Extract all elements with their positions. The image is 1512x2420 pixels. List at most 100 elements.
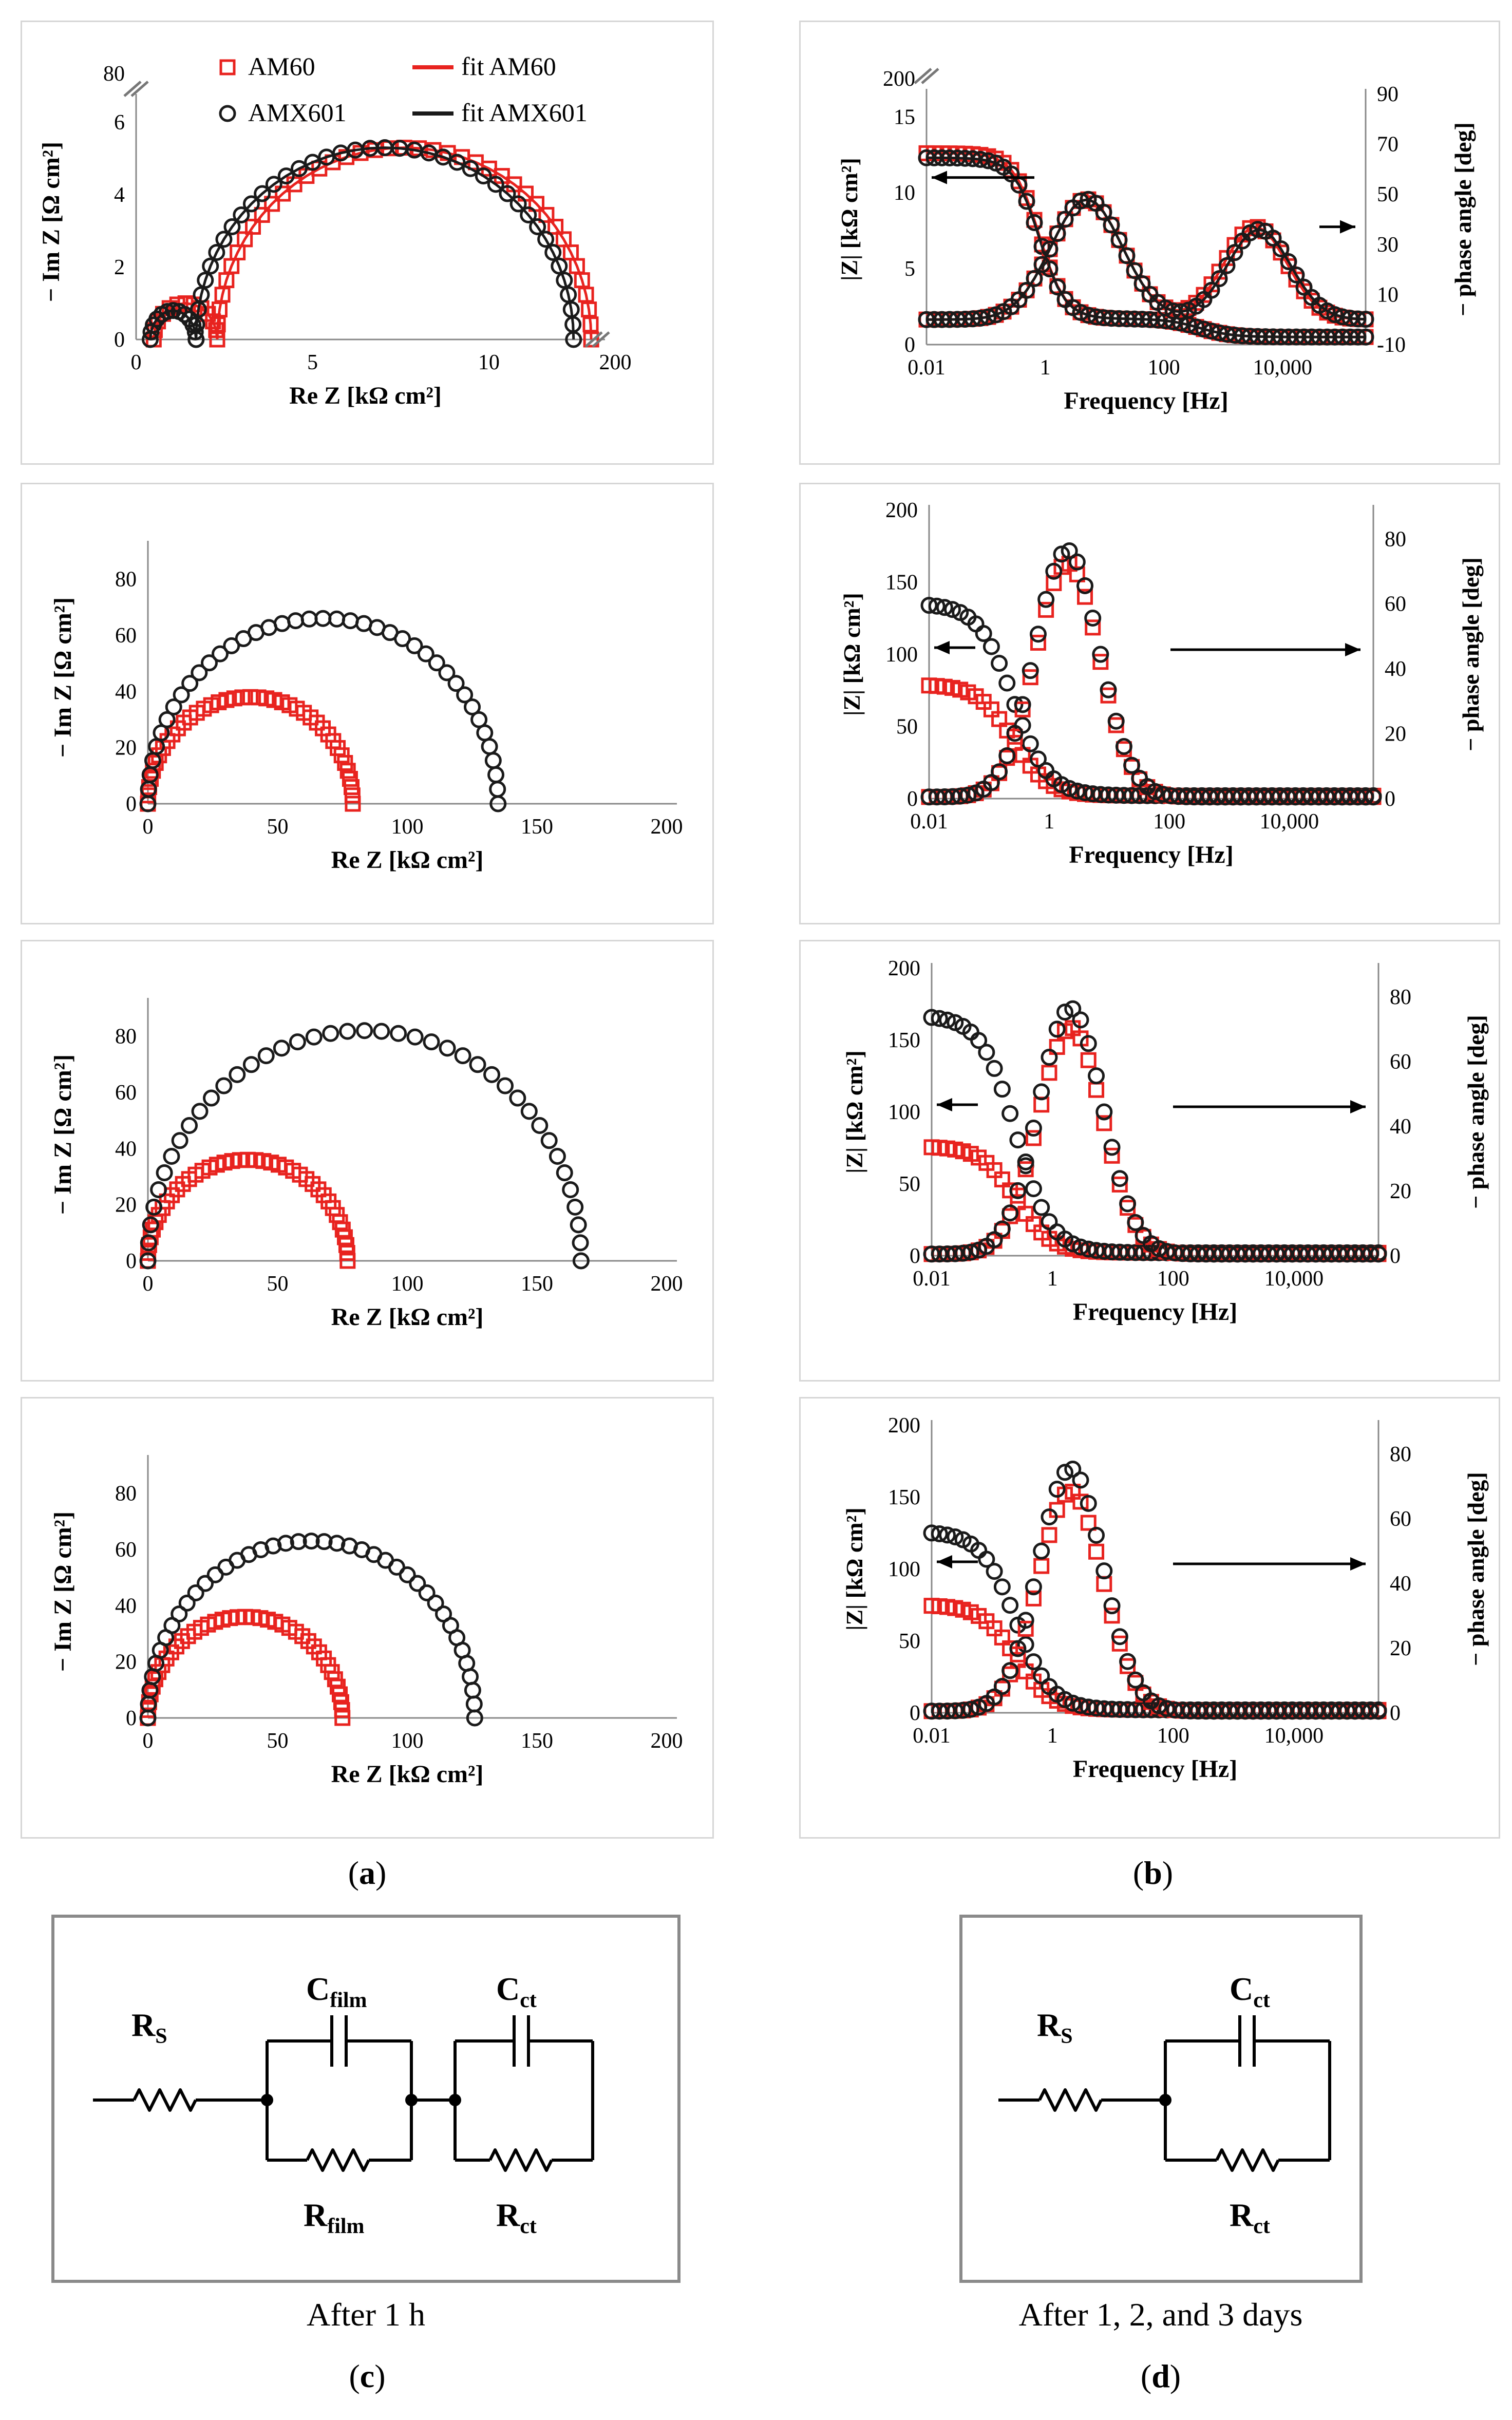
am60-phase-point <box>1080 1052 1097 1068</box>
x-axis-label: Re Z [kΩ cm²] <box>331 1303 484 1331</box>
amx601-phase-point <box>998 747 1016 764</box>
amx601-data-point <box>178 1594 196 1612</box>
y-tick-label: 0 <box>126 1707 137 1730</box>
amx601-phase-point <box>1100 681 1117 698</box>
amx601-phase-point <box>1283 1245 1301 1263</box>
am60-phase-point <box>1111 1635 1128 1652</box>
amx601-impedance-point <box>1001 1597 1019 1614</box>
amx601-phase-point <box>1119 1653 1137 1670</box>
amx601-data-point <box>287 612 305 630</box>
amx601-phase-point <box>931 1245 948 1263</box>
nyquist-chart-day3: 0 50 100 150 200 0 20 40 60 80 Re Z [kΩ cm²] − Im Z… <box>49 1455 683 1788</box>
amx601-phase-point <box>1346 1703 1364 1720</box>
amx601-data-point <box>483 1066 501 1083</box>
amx601-data-point <box>315 1533 333 1551</box>
amx601-data-point <box>489 795 507 812</box>
x-tick-label: 200 <box>599 351 632 374</box>
amx601-phase-point <box>1166 1244 1183 1261</box>
circuit-c-rs-label: RS <box>131 2007 167 2048</box>
nyquist-chart-day2: 0 50 100 150 200 0 20 40 60 80 Re Z [kΩ cm²] − Im Z… <box>49 998 683 1331</box>
amx601-phase-point <box>1127 1671 1144 1689</box>
y-right-tick-label: 10 <box>1377 283 1398 307</box>
amx601-impedance-point <box>1119 1701 1137 1718</box>
y-tick-label: 0 <box>126 792 137 816</box>
amx601-phase-point <box>939 1245 956 1263</box>
amx601-data-point <box>223 218 241 235</box>
amx601-phase-point <box>1103 216 1120 234</box>
amx601-impedance-point <box>923 1009 940 1026</box>
x-tick-label: 200 <box>651 1272 683 1296</box>
y-left-tick-label: 100 <box>888 1558 920 1581</box>
amx601-phase-point <box>1095 1562 1113 1580</box>
y-left-tick-label: 200 <box>888 1414 920 1438</box>
amx601-phase-point <box>1315 1245 1332 1263</box>
amx601-data-point <box>290 1533 307 1551</box>
amx601-data-point <box>475 167 492 185</box>
amx601-impedance-point <box>1088 1699 1105 1717</box>
amx601-phase-point <box>1326 306 1344 324</box>
y-tick-label: 60 <box>115 624 137 648</box>
amx601-phase-point <box>923 1245 940 1263</box>
bode-chart-day2: 0.01 1 100 10,000 0 50 100 150 200 0 20 40 60 80 Frequ… <box>841 957 1489 1326</box>
amx601-impedance-point <box>1033 1199 1050 1216</box>
amx601-phase-point <box>987 306 1005 324</box>
y-axis-break-stroke <box>914 68 932 84</box>
amx601-phase-point <box>1354 1245 1371 1263</box>
amx601-phase-point <box>1226 244 1243 261</box>
y-right-tick-label: 40 <box>1385 657 1406 681</box>
amx601-impedance-point <box>1084 785 1102 803</box>
am60-phase-point <box>1069 566 1085 582</box>
x-axis-label: Frequency [Hz] <box>1073 1298 1237 1326</box>
am60-data-point <box>242 689 258 705</box>
x-tick-label: 0 <box>143 815 154 839</box>
amx601-phase-point <box>967 784 985 802</box>
amx601-phase-point <box>1037 591 1055 608</box>
amx601-phase-point <box>1322 1703 1340 1720</box>
amx601-phase-point <box>1056 1464 1073 1481</box>
amx601-data-point <box>465 1695 483 1713</box>
circuit-c-node <box>405 2094 418 2106</box>
y-right-tick-label: -10 <box>1377 333 1406 357</box>
amx601-phase-point <box>947 1245 964 1262</box>
amx601-phase-point <box>1260 1245 1277 1263</box>
amx601-impedance-point <box>993 1578 1011 1596</box>
amx601-data-point <box>462 160 479 177</box>
am60-phase-point <box>1088 1082 1105 1098</box>
am60-data-point <box>237 231 253 248</box>
y-tick-label: 80 <box>103 62 125 86</box>
y-left-tick-label: 150 <box>885 571 918 595</box>
y-tick-label: 6 <box>114 111 125 135</box>
panel-label-d-letter: d <box>1151 2358 1170 2394</box>
amx601-phase-point <box>1252 1703 1270 1720</box>
amx601-impedance-point <box>1061 780 1078 797</box>
amx601-data-point <box>454 1047 471 1065</box>
amx601-phase-point <box>1127 1214 1144 1231</box>
amx601-phase-point <box>1110 231 1128 249</box>
am60-phase-point <box>1025 1130 1042 1146</box>
legend-fit-am60-label: fit AM60 <box>461 52 556 81</box>
amx601-data-point <box>570 1216 587 1234</box>
panel-label-a-letter: a <box>359 1855 375 1891</box>
nyquist-panel-day1: 0 50 100 150 200 0 20 40 60 80 Re Z [kΩ cm²] − Im Z… <box>21 483 714 924</box>
amx601-data-point <box>142 1216 159 1234</box>
amx601-data-point <box>273 615 291 632</box>
amx601-phase-point <box>939 1703 956 1720</box>
amx601-phase-point <box>1252 1245 1270 1263</box>
amx601-data-point <box>447 675 465 692</box>
circuit-c-rfilm-label: Rfilm <box>304 2197 365 2238</box>
amx601-impedance-point <box>1111 1243 1128 1261</box>
amx601-phase-point <box>991 763 1008 781</box>
amx601-phase-point <box>1041 240 1059 258</box>
y-tick-label: 0 <box>114 328 125 352</box>
amx601-impedance-point <box>1080 1240 1097 1258</box>
amx601-phase-point <box>1123 757 1141 774</box>
y-right-axis-label: − phase angle [deg] <box>1450 122 1476 316</box>
am60-data-point <box>275 185 291 202</box>
amx601-data-point <box>173 686 190 704</box>
amx601-phase-point <box>1061 542 1078 559</box>
y-right-tick-label: 60 <box>1390 1507 1411 1531</box>
circuit-c-rs-resistor <box>133 2088 197 2112</box>
circuit-d-svg: RS Cct Rct <box>998 1971 1331 2238</box>
x-tick-label: 0.01 <box>908 356 946 380</box>
amx601-data-point <box>469 1056 486 1073</box>
